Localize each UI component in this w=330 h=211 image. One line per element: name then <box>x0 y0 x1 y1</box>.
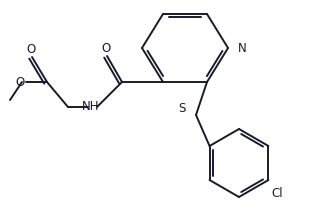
Text: NH: NH <box>82 100 99 114</box>
Text: S: S <box>178 103 186 115</box>
Text: Cl: Cl <box>272 187 283 200</box>
Text: O: O <box>26 43 36 56</box>
Text: O: O <box>16 76 25 88</box>
Text: N: N <box>238 42 247 54</box>
Text: O: O <box>101 42 111 55</box>
